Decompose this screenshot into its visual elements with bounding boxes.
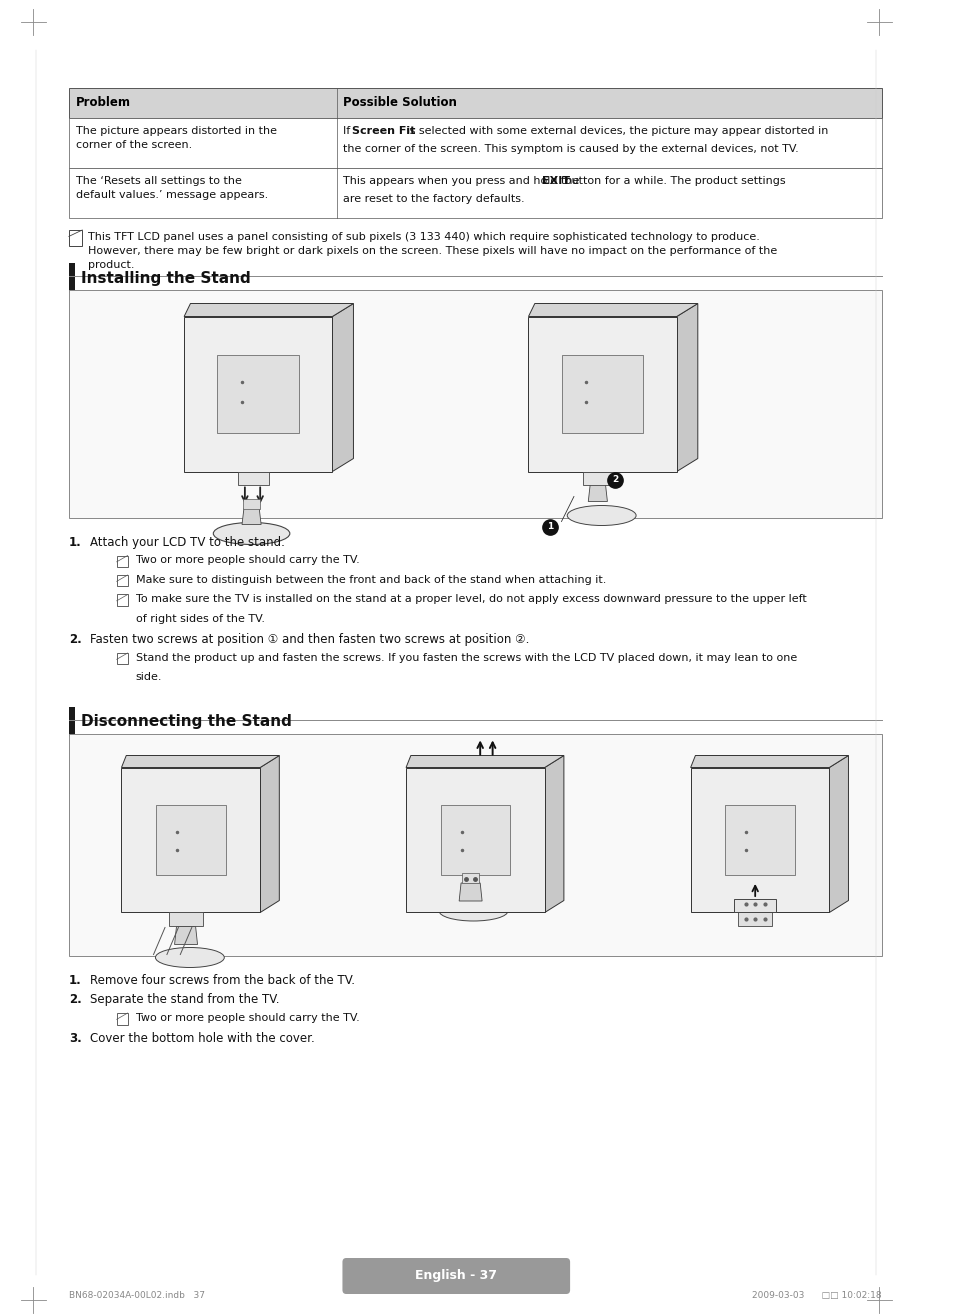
Bar <box>561 355 642 433</box>
Ellipse shape <box>567 505 636 526</box>
Text: Stand the product up and fasten the screws. If you fasten the screws with the LC: Stand the product up and fasten the scre… <box>135 654 797 663</box>
Bar <box>440 805 510 874</box>
Bar <box>116 1013 128 1024</box>
Bar <box>461 873 478 882</box>
Text: Attach your LCD TV to the stand.: Attach your LCD TV to the stand. <box>90 537 285 548</box>
Text: The ‘Resets all settings to the
default values.’ message appears.: The ‘Resets all settings to the default … <box>75 176 268 200</box>
Text: 2009-03-03      □□ 10:02:18: 2009-03-03 □□ 10:02:18 <box>752 1291 881 1301</box>
Text: 2: 2 <box>611 475 618 484</box>
Text: This TFT LCD panel uses a panel consisting of sub pixels (3 133 440) which requi: This TFT LCD panel uses a panel consisti… <box>88 231 777 270</box>
Text: Make sure to distinguish between the front and back of the stand when attaching : Make sure to distinguish between the fro… <box>135 575 605 585</box>
Bar <box>734 899 776 913</box>
Text: Two or more people should carry the TV.: Two or more people should carry the TV. <box>135 1013 359 1023</box>
Polygon shape <box>332 304 353 472</box>
Ellipse shape <box>155 948 224 968</box>
Bar <box>582 472 613 484</box>
Polygon shape <box>406 768 544 913</box>
Text: EXIT: EXIT <box>542 176 570 185</box>
Text: are reset to the factory defaults.: are reset to the factory defaults. <box>343 195 524 204</box>
Polygon shape <box>690 756 847 768</box>
Text: BN68-02034A-00L02.indb   37: BN68-02034A-00L02.indb 37 <box>69 1291 205 1301</box>
Bar <box>738 913 772 927</box>
Text: Remove four screws from the back of the TV.: Remove four screws from the back of the … <box>90 974 355 988</box>
Text: of right sides of the TV.: of right sides of the TV. <box>135 614 265 625</box>
Polygon shape <box>184 304 353 317</box>
Text: English - 37: English - 37 <box>415 1269 497 1282</box>
Polygon shape <box>588 484 607 501</box>
Polygon shape <box>174 927 197 944</box>
Polygon shape <box>544 756 563 913</box>
Bar <box>69 230 82 246</box>
Bar <box>116 594 128 606</box>
Text: Fasten two screws at position ① and then fasten two screws at position ②.: Fasten two screws at position ① and then… <box>90 634 529 647</box>
Bar <box>69 88 881 118</box>
Text: To make sure the TV is installed on the stand at a proper level, do not apply ex: To make sure the TV is installed on the … <box>135 594 805 605</box>
Text: Separate the stand from the TV.: Separate the stand from the TV. <box>90 994 279 1006</box>
Bar <box>169 913 203 927</box>
Bar <box>116 555 128 567</box>
Text: Screen Fit: Screen Fit <box>352 126 416 135</box>
Polygon shape <box>406 756 563 768</box>
Bar <box>116 575 128 586</box>
Text: side.: side. <box>135 672 162 682</box>
Polygon shape <box>242 509 261 525</box>
Text: Two or more people should carry the TV.: Two or more people should carry the TV. <box>135 555 359 565</box>
Bar <box>116 654 128 664</box>
Ellipse shape <box>213 522 290 544</box>
Polygon shape <box>690 768 828 913</box>
Bar <box>243 498 260 509</box>
Polygon shape <box>260 756 279 913</box>
Polygon shape <box>528 304 697 317</box>
Polygon shape <box>528 317 676 472</box>
FancyBboxPatch shape <box>342 1258 570 1294</box>
Bar <box>724 805 794 874</box>
Polygon shape <box>184 317 332 472</box>
Polygon shape <box>676 304 697 472</box>
Bar <box>69 168 881 218</box>
Text: 1: 1 <box>546 522 553 531</box>
Text: 2.: 2. <box>69 994 82 1006</box>
Text: Problem: Problem <box>75 96 131 109</box>
Bar <box>238 472 269 484</box>
Bar <box>69 707 75 736</box>
Bar <box>69 291 881 518</box>
Text: Possible Solution: Possible Solution <box>343 96 456 109</box>
Ellipse shape <box>438 901 507 920</box>
Polygon shape <box>121 768 260 913</box>
Text: button for a while. The product settings: button for a while. The product settings <box>561 176 785 185</box>
Text: 1.: 1. <box>69 974 82 988</box>
Bar <box>217 355 298 433</box>
Text: Cover the bottom hole with the cover.: Cover the bottom hole with the cover. <box>90 1032 314 1045</box>
Bar <box>69 263 75 293</box>
Text: If: If <box>343 126 354 135</box>
Text: 3.: 3. <box>69 1032 82 1045</box>
Text: is selected with some external devices, the picture may appear distorted in: is selected with some external devices, … <box>402 126 827 135</box>
Text: 2.: 2. <box>69 634 82 647</box>
Bar <box>69 118 881 168</box>
Text: 1.: 1. <box>69 537 82 548</box>
Text: This appears when you press and hold the: This appears when you press and hold the <box>343 176 582 185</box>
Polygon shape <box>458 882 481 901</box>
Polygon shape <box>828 756 847 913</box>
Text: the corner of the screen. This symptom is caused by the external devices, not TV: the corner of the screen. This symptom i… <box>343 145 799 154</box>
Polygon shape <box>121 756 279 768</box>
Bar <box>156 805 225 874</box>
Text: The picture appears distorted in the
corner of the screen.: The picture appears distorted in the cor… <box>75 126 276 150</box>
Bar <box>69 734 881 956</box>
Text: Installing the Stand: Installing the Stand <box>81 271 251 285</box>
Text: Disconnecting the Stand: Disconnecting the Stand <box>81 714 292 730</box>
